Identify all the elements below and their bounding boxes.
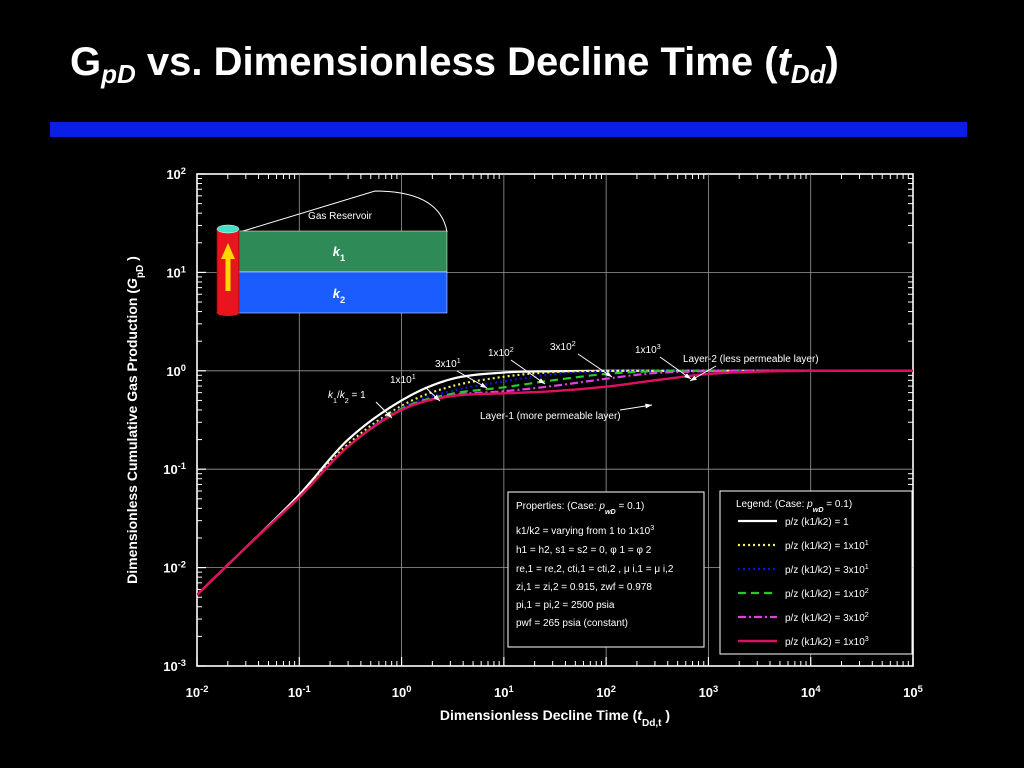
properties-box: [507, 491, 705, 648]
y-tick-label: 101: [166, 264, 186, 280]
layer2-block: [238, 271, 448, 314]
x-axis-label: Dimensionless Decline Time (tDd,t ): [440, 707, 670, 729]
annotation-layer1-pointer-head: [645, 403, 652, 409]
legend-label-0: p/z (k1/k2) = 1: [785, 517, 849, 528]
annotation-layer1: Layer-1 (more permeable layer): [480, 411, 621, 422]
title-g-sub: pD: [101, 59, 136, 89]
wellbore-cap: [216, 224, 240, 234]
curve-label-3x10-1: 3x101: [435, 356, 461, 371]
legend-label-1: p/z (k1/k2) = 1x101: [785, 538, 869, 553]
series-group: [197, 369, 913, 596]
properties-heading: Properties: (Case: pwD = 0.1): [516, 501, 644, 516]
title-close: ): [825, 40, 839, 84]
curve-pointer-1x10-3-head: [684, 373, 691, 379]
y-axis-label: Dimensionless Cumulative Gas Production …: [124, 256, 146, 584]
legend-box: [719, 490, 913, 655]
reservoir-title: Gas Reservoir: [308, 211, 373, 222]
title-g: G: [70, 40, 102, 84]
legend-label-2: p/z (k1/k2) = 3x101: [785, 562, 869, 577]
y-tick-label: 100: [166, 363, 186, 379]
flow-arrow-head: [221, 243, 235, 259]
y-tick-label: 10-1: [163, 461, 186, 477]
curve-pointer-3x10-1-head: [480, 382, 487, 388]
curve-pointer-ratio-1-head: [385, 411, 392, 418]
layer1-block: [238, 230, 448, 273]
x-tick-label: 10-1: [288, 684, 311, 700]
x-tick-label: 10-2: [186, 684, 209, 700]
layer1-label: k1: [333, 244, 345, 263]
properties-line-5: pi,1 = pi,2 = 2500 psia: [516, 600, 615, 611]
properties-line-3: re,1 = re,2, cti,1 = cti,2 , μ i,1 = μ i…: [516, 564, 674, 575]
curve-label-ratio-1: k1/k2 = 1: [328, 390, 366, 405]
legend-label-5: p/z (k1/k2) = 1x103: [785, 634, 869, 649]
legend-label-4: p/z (k1/k2) = 3x102: [785, 610, 869, 625]
legend-label-3: p/z (k1/k2) = 1x102: [785, 586, 869, 601]
slide-title: GpD vs. Dimensionless Decline Time (tDd): [70, 40, 839, 90]
title-t-sub: Dd: [790, 59, 826, 89]
curve-label-1x10-2: 1x102: [488, 345, 514, 360]
x-tick-label: 105: [903, 684, 923, 700]
properties-line-2: h1 = h2, s1 = s2 = 0, φ 1 = φ 2: [516, 545, 652, 556]
layer2-label: k2: [333, 286, 345, 305]
x-tick-label: 104: [801, 684, 821, 700]
accent-bar: [50, 122, 967, 137]
x-tick-label: 103: [699, 684, 719, 700]
y-tick-label: 10-3: [163, 658, 186, 674]
curve-pointer-1x10-2-head: [538, 378, 545, 384]
properties-line-6: pwf = 265 psia (constant): [516, 618, 628, 629]
y-tick-label: 102: [166, 166, 186, 182]
x-tick-label: 101: [494, 684, 514, 700]
curve-pointer-3x10-2-head: [605, 371, 612, 377]
curve-pointer-1x10-1-head: [433, 394, 440, 401]
curve-pointer-3x10-2: [577, 353, 613, 378]
x-tick-label: 100: [392, 684, 412, 700]
x-tick-label: 102: [596, 684, 616, 700]
properties-line-4: zi,1 = zi,2 = 0.915, zwf = 0.978: [516, 582, 652, 593]
series-line-5: [197, 369, 913, 596]
annotation-layer2: Layer-2 (less permeable layer): [683, 354, 819, 365]
title-t: t: [777, 40, 791, 84]
y-tick-label: 10-2: [163, 560, 186, 576]
curve-pointer-1x10-2: [510, 359, 546, 385]
legend-heading: Legend: (Case: pwD = 0.1): [736, 499, 852, 514]
properties-line-1: k1/k2 = varying from 1 to 1x103: [516, 523, 654, 538]
flow-arrow-shaft: [225, 258, 231, 291]
curve-label-3x10-2: 3x102: [550, 339, 576, 354]
title-rest: vs. Dimensionless Decline Time (: [135, 40, 778, 84]
curve-label-1x10-3: 1x103: [635, 342, 661, 357]
annotation-layer2-pointer-head: [690, 375, 697, 381]
reservoir-callout-outline: [239, 190, 448, 233]
wellbore-bottom: [217, 310, 239, 316]
curve-label-1x10-1: 1x101: [390, 372, 416, 387]
